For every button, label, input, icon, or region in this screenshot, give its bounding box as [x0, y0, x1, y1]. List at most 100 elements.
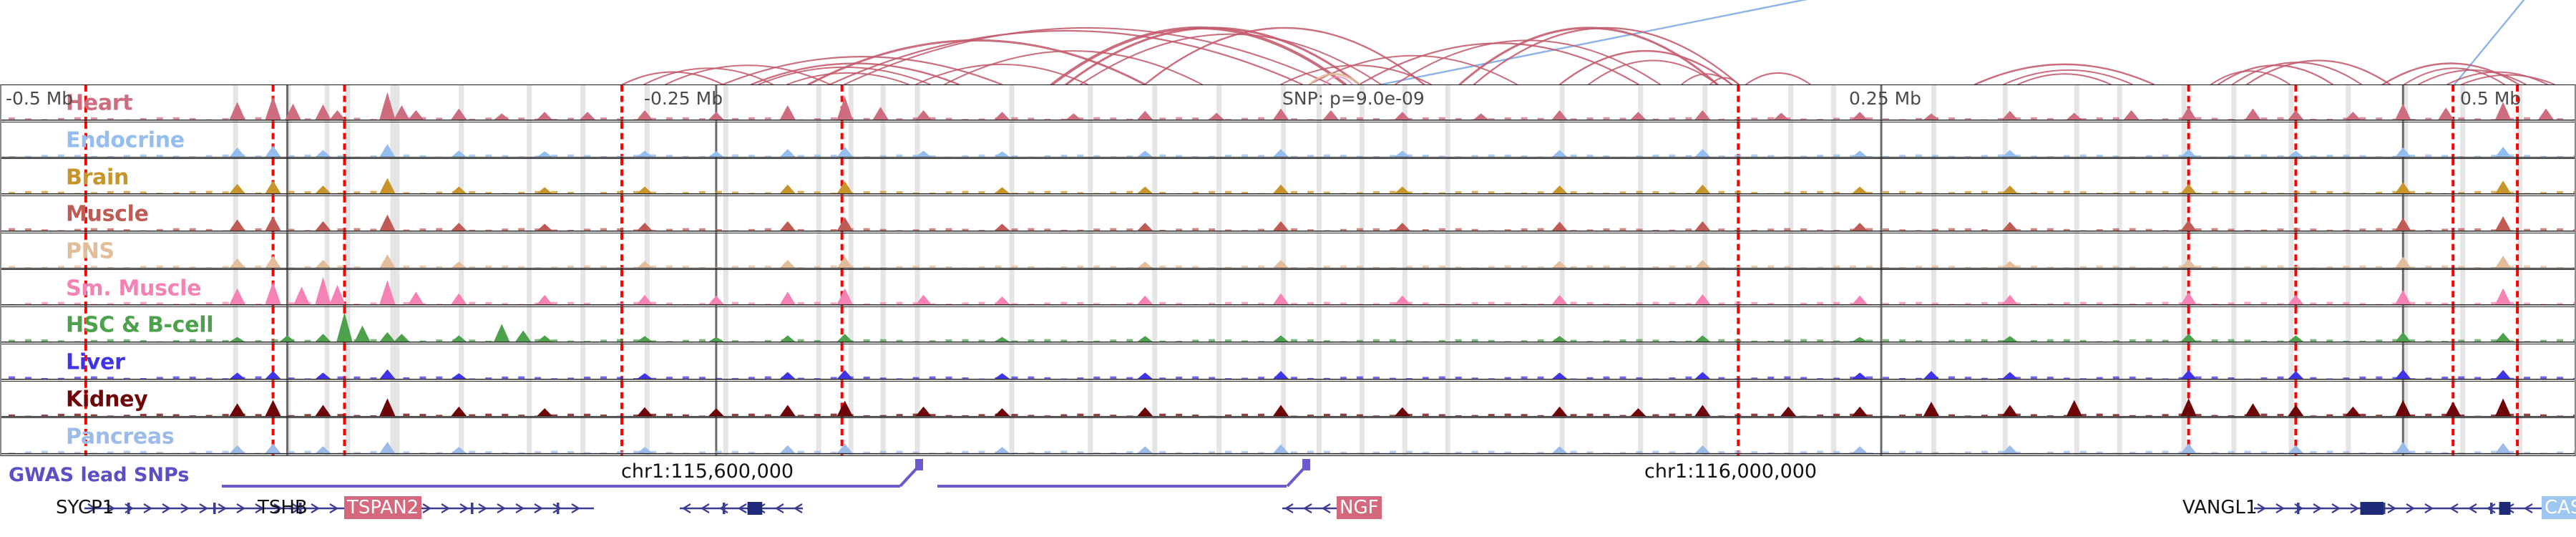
regulatory-element-band [1316, 344, 1322, 381]
gwas-lead-snp-marker[interactable] [915, 459, 923, 470]
regulatory-element-band [2403, 381, 2409, 418]
signal-noise [1586, 192, 1594, 195]
signal-track-hsc-b-cell[interactable]: HSC & B-cell [1, 307, 2575, 344]
regulatory-element-band [880, 418, 886, 455]
signal-noise [2195, 376, 2202, 379]
signal-noise [847, 304, 854, 306]
signal-track-pns[interactable]: PNS [1, 233, 2575, 271]
regulatory-element-band [880, 85, 886, 122]
signal-noise [386, 118, 394, 120]
signal-noise [2540, 155, 2547, 158]
signal-noise [698, 191, 706, 195]
signal-noise [1603, 228, 1610, 231]
signal-noise [1060, 154, 1068, 158]
gene-name-label[interactable]: NGF [1337, 496, 1382, 519]
signal-noise [879, 415, 887, 417]
signal-noise [2409, 191, 2416, 195]
signal-noise [24, 155, 31, 158]
signal-noise [1488, 450, 1495, 454]
signal-noise [863, 117, 870, 120]
signal-noise [2507, 377, 2514, 379]
signal-noise [748, 413, 755, 417]
gene-name-label[interactable]: SYCP1 [56, 497, 114, 518]
signal-noise [189, 266, 196, 268]
regulatory-element-band [1009, 270, 1015, 307]
signal-noise [2195, 193, 2202, 195]
signal-noise [1685, 303, 1692, 306]
signal-noise [41, 339, 48, 342]
gene-name-label[interactable]: CASQ2 [2542, 496, 2576, 519]
signal-noise [1521, 193, 1528, 195]
signal-noise [2112, 265, 2119, 268]
signal-noise [1931, 413, 1938, 417]
regulatory-element-band [1152, 196, 1158, 233]
signal-noise [1307, 266, 1314, 268]
signal-noise [1372, 303, 1380, 306]
signal-noise [764, 376, 771, 379]
gene-name-label[interactable]: VANGL1 [2182, 497, 2258, 518]
signal-track-sm-muscle[interactable]: Sm. Muscle [1, 270, 2575, 308]
signal-noise [2359, 340, 2366, 342]
gwas-track-svg[interactable] [0, 456, 2576, 490]
signal-noise [1850, 303, 1857, 306]
gwas-lead-snp-marker[interactable] [1302, 459, 1310, 470]
regulatory-element-band [233, 381, 238, 418]
signal-noise [2030, 192, 2037, 195]
regulatory-element-band [723, 159, 728, 196]
signal-noise [1192, 339, 1199, 342]
signal-noise [2260, 413, 2268, 417]
signal-noise [436, 228, 443, 231]
regulatory-element-band [1638, 233, 1644, 270]
signal-noise [2178, 413, 2185, 417]
gene-name-label[interactable]: TSPAN2 [344, 496, 422, 519]
gene-name-label[interactable]: TSHB [258, 497, 308, 518]
signal-noise [567, 230, 575, 231]
signal-track-kidney[interactable]: Kidney [1, 381, 2575, 419]
signal-noise [140, 191, 147, 195]
signal-noise [1274, 155, 1282, 158]
signal-track-endocrine[interactable]: Endocrine [1, 122, 2575, 160]
signal-noise [1685, 376, 1692, 379]
signal-track-heart[interactable]: Heart -0.5 Mb -0.25 Mb 0.25 Mb 0.5 Mb SNP: p=… [1, 85, 2575, 122]
regulatory-element-band [1788, 344, 1794, 381]
signal-noise [551, 229, 558, 231]
signal-noise [2063, 302, 2070, 306]
signal-noise [1356, 376, 1363, 379]
signal-noise [2145, 377, 2152, 379]
signal-noise [2162, 339, 2169, 342]
regulatory-element-band [1216, 159, 1222, 196]
signal-noise [1093, 376, 1101, 379]
regulatory-element-band [1702, 307, 1708, 344]
signal-noise [1143, 450, 1150, 454]
signal-track-liver[interactable]: Liver [1, 344, 2575, 382]
regulatory-element-band [816, 196, 821, 233]
signal-noise [1488, 302, 1495, 306]
signal-noise [617, 266, 624, 268]
signal-noise [140, 377, 147, 379]
signal-track-panel[interactable]: Heart -0.5 Mb -0.25 Mb 0.25 Mb 0.5 Mb SNP: p=… [0, 84, 2576, 456]
signal-track-brain[interactable]: Brain [1, 159, 2575, 197]
signal-noise [2195, 228, 2202, 231]
signal-noise [1767, 452, 1775, 454]
signal-noise [370, 451, 377, 454]
signal-track-pancreas[interactable]: Pancreas [1, 418, 2575, 455]
signal-noise [90, 155, 97, 158]
signal-noise [1948, 376, 1955, 379]
signal-noise [2540, 339, 2547, 342]
gene-annotation-panel[interactable]: SYCP1 TSHB TSPAN2 NGF VANGL1 CASQ2 [0, 493, 2576, 537]
regulatory-element-band [1788, 122, 1794, 159]
regulatory-element-band [1788, 270, 1794, 307]
signal-noise [1225, 266, 1232, 268]
signal-noise [1833, 413, 1840, 417]
regulatory-element-band [1788, 418, 1794, 455]
signal-noise [1209, 118, 1216, 120]
signal-track-muscle[interactable]: Muscle [1, 196, 2575, 233]
signal-noise [1356, 117, 1363, 120]
signal-noise [978, 302, 985, 306]
signal-noise [8, 339, 15, 342]
signal-noise [2507, 192, 2514, 195]
signal-noise [600, 117, 608, 120]
signal-noise [2359, 452, 2366, 454]
signal-noise [205, 415, 213, 417]
regulatory-element-band [1445, 307, 1450, 344]
